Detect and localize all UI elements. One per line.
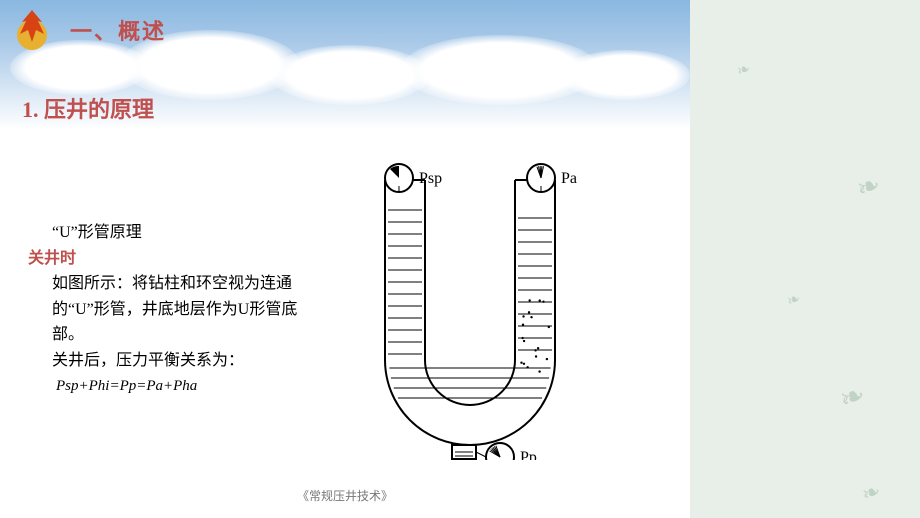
state-label: 关井时: [28, 246, 318, 272]
svg-text:Pa: Pa: [561, 170, 577, 187]
equation: Psp+Phi=Pp=Pa+Pha: [56, 374, 318, 398]
slide-page: ❧ ❧ ❧ ❧ ❧ 一、概述 1. 压井的原理 “U”形管原理 关井时 如图所示…: [0, 0, 920, 518]
svg-text:Pp: Pp: [520, 449, 537, 460]
description-2: 关井后，压力平衡关系为：: [52, 348, 318, 374]
subtitle: 1. 压井的原理: [22, 92, 154, 124]
description-1: 如图所示：将钻柱和环空视为连通的“U”形管，井底地层作为U形管底部。: [52, 271, 318, 348]
footer-source: 《常规压井技术》: [0, 487, 690, 504]
u-tube-diagram: Psp Pa Pp: [325, 160, 615, 460]
principle-title: “U”形管原理: [52, 220, 318, 246]
right-texture-panel: [690, 0, 920, 518]
body-text: “U”形管原理 关井时 如图所示：将钻柱和环空视为连通的“U”形管，井底地层作为…: [28, 220, 318, 398]
svg-text:Psp: Psp: [419, 170, 442, 187]
section-title: 一、概述: [70, 14, 166, 46]
cnpc-logo: [10, 8, 54, 52]
